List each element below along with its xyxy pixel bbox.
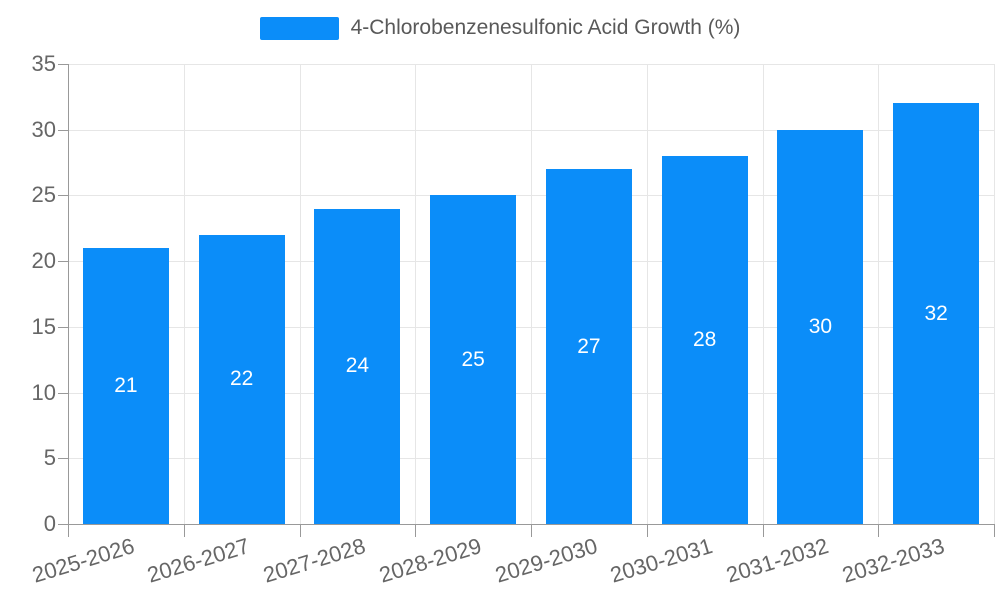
y-axis-tick: [58, 64, 68, 65]
x-gridline: [299, 64, 301, 524]
x-axis-tick: [531, 524, 532, 537]
bar-2025-2026[interactable]: [83, 248, 169, 524]
x-axis-tick-label: 2025-2026: [28, 533, 137, 588]
y-axis-tick-label: 10: [31, 379, 56, 405]
x-axis-tick: [183, 524, 185, 537]
y-axis-tick: [58, 195, 68, 197]
y-axis-tick-label: 5: [43, 445, 56, 471]
bar-2031-2032[interactable]: [777, 129, 863, 524]
x-axis-tick: [299, 524, 301, 537]
bar-2026-2027[interactable]: [199, 234, 285, 524]
bar-value-label: 32: [924, 301, 948, 325]
legend-series-label: 4-Chlorobenzenesulfonic Acid Growth (%): [350, 16, 741, 39]
x-axis-tick-label: 2032-2033: [839, 533, 948, 588]
bar-2032-2033[interactable]: [893, 103, 979, 524]
x-axis-tick: [878, 524, 880, 537]
y-axis-tick: [58, 524, 68, 525]
bar-value-label: 28: [692, 328, 717, 351]
chart-legend[interactable]: 4-Chlorobenzenesulfonic Acid Growth (%): [0, 16, 1000, 40]
plot-area: [68, 64, 995, 524]
x-gridline: [646, 64, 648, 524]
bar-value-label: 24: [345, 354, 370, 378]
y-axis-tick-label: 25: [31, 182, 56, 208]
x-axis-tick-label: 2030-2031: [607, 533, 716, 588]
x-axis-tick: [762, 524, 764, 537]
y-axis-tick-label: 35: [31, 51, 56, 76]
y-axis-line: [68, 64, 69, 524]
bar-value-label: 22: [229, 367, 254, 391]
x-gridline: [415, 64, 417, 524]
x-gridline: [183, 64, 185, 524]
x-axis-tick: [646, 524, 648, 537]
x-axis-tick-label: 2026-2027: [144, 533, 253, 588]
y-axis-tick-label: 0: [43, 511, 56, 536]
x-axis-tick: [415, 524, 417, 537]
y-axis-tick: [58, 129, 68, 131]
bar-value-label: 30: [808, 314, 833, 338]
y-axis-tick-label: 20: [31, 248, 56, 274]
y-axis-tick: [58, 261, 68, 263]
y-axis-tick: [58, 458, 68, 460]
y-axis-tick: [58, 326, 68, 328]
x-gridline: [762, 64, 764, 524]
y-axis-tick-label: 15: [31, 313, 56, 339]
y-axis-tick-label: 30: [31, 116, 56, 142]
bar-value-label: 27: [577, 334, 601, 358]
x-axis-line: [68, 524, 994, 525]
x-gridline: [878, 64, 880, 524]
x-axis-tick: [68, 524, 69, 537]
bar-2027-2028[interactable]: [314, 208, 400, 524]
x-axis-tick-label: 2028-2029: [376, 533, 485, 588]
x-axis-tick-label: 2029-2030: [491, 533, 600, 588]
y-axis-tick: [58, 392, 68, 394]
x-gridline: [531, 64, 532, 524]
bar-2030-2031[interactable]: [662, 156, 748, 524]
bar-value-label: 21: [114, 374, 138, 397]
bar-2028-2029[interactable]: [430, 195, 516, 524]
x-axis-tick-label: 2027-2028: [260, 533, 369, 588]
x-axis-tick: [994, 524, 995, 537]
x-axis-tick-label: 2031-2032: [723, 533, 832, 588]
legend-swatch-icon: [259, 16, 339, 40]
bar-2029-2030[interactable]: [546, 169, 632, 524]
bar-value-label: 25: [461, 347, 485, 371]
x-gridline: [994, 64, 995, 524]
